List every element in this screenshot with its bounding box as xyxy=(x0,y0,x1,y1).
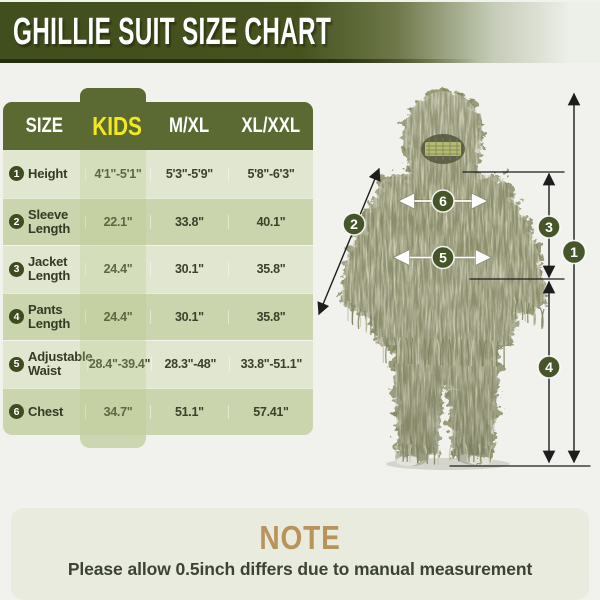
marker-circle-6: 6 xyxy=(431,189,455,213)
row-label: Sleeve Length xyxy=(28,206,71,236)
svg-text:1: 1 xyxy=(570,244,578,260)
cell-mxl: 5'3"-5'9" xyxy=(149,166,228,181)
marker-circle-3: 3 xyxy=(537,215,561,239)
cell-xlxxl: 40.1" xyxy=(227,214,313,229)
marker-circle-2: 2 xyxy=(342,212,366,236)
row-label-cell: 2 Sleeve Length xyxy=(3,206,85,236)
cell-kids: 34.7" xyxy=(85,404,150,419)
cell-kids: 28.4"-39.4" xyxy=(87,357,151,372)
row-label: Jacket Length xyxy=(28,254,71,284)
title-banner: GHILLIE SUIT SIZE CHART xyxy=(0,2,600,63)
note-panel: NOTE Please allow 0.5inch differs due to… xyxy=(11,508,589,600)
column-header-xlxxl: XL/XXL xyxy=(241,114,300,137)
page-title: GHILLIE SUIT SIZE CHART xyxy=(13,11,332,53)
ghillie-suit-figure: 2 6 5 3 1 4 xyxy=(317,91,591,470)
row-label: Height xyxy=(28,165,68,181)
row-number-badge: 6 xyxy=(9,404,24,420)
cell-xlxxl: 35.8" xyxy=(227,262,313,277)
cell-mxl: 51.1" xyxy=(149,404,228,419)
cell-xlxxl: 5'8"-6'3" xyxy=(227,166,313,181)
table-row: 2 Sleeve Length 22.1" 33.8" 40.1" xyxy=(3,197,313,245)
hood-face xyxy=(421,134,465,164)
measurement-markers: 2 6 5 3 1 4 xyxy=(342,189,587,379)
svg-text:4: 4 xyxy=(545,359,553,375)
svg-text:3: 3 xyxy=(545,219,553,235)
cell-mxl: 30.1" xyxy=(149,262,228,277)
row-number-badge: 3 xyxy=(9,261,24,277)
svg-text:2: 2 xyxy=(350,216,358,232)
note-text: Please allow 0.5inch differs due to manu… xyxy=(67,559,533,579)
cell-xlxxl: 33.8"-51.1" xyxy=(228,357,313,372)
marker-circle-4: 4 xyxy=(537,355,561,379)
svg-text:6: 6 xyxy=(439,193,447,209)
row-number-badge: 4 xyxy=(9,309,24,325)
cell-xlxxl: 35.8" xyxy=(227,309,313,324)
note-title: NOTE xyxy=(259,519,341,556)
cell-xlxxl: 57.41" xyxy=(227,404,313,419)
size-table: SIZE KIDS M/XL XL/XXL 1 Height 4'1"-5'1"… xyxy=(3,88,313,450)
ghillie-suit-photo xyxy=(342,91,546,470)
row-label-cell: 5 Adjustable Waist xyxy=(3,350,93,378)
row-label-cell: 3 Jacket Length xyxy=(3,255,85,283)
cell-kids: 24.4" xyxy=(85,262,150,277)
column-header-mxl: M/XL xyxy=(168,114,209,137)
row-number-badge: 2 xyxy=(9,214,24,230)
row-number-badge: 5 xyxy=(9,356,24,372)
table-row: 4 Pants Length 24.4" 30.1" 35.8" xyxy=(3,292,313,340)
table-header-row: SIZE KIDS M/XL XL/XXL xyxy=(3,102,313,150)
row-label-cell: 6 Chest xyxy=(3,403,85,420)
cell-kids: 4'1"-5'1" xyxy=(85,166,150,181)
measure-line-sleeve xyxy=(317,167,381,316)
table-row: 6 Chest 34.7" 51.1" 57.41" xyxy=(3,387,313,435)
row-label: Pants Length xyxy=(28,301,71,331)
row-label-cell: 1 Height xyxy=(3,165,85,182)
row-label: Chest xyxy=(28,403,64,419)
cell-kids: 22.1" xyxy=(85,214,150,229)
row-label-cell: 4 Pants Length xyxy=(3,301,85,331)
marker-circle-5: 5 xyxy=(431,245,455,270)
column-header-kids: KIDS xyxy=(92,110,143,141)
kids-column-tab-bottom xyxy=(80,435,146,448)
marker-circle-1: 1 xyxy=(561,239,587,265)
table-row: 5 Adjustable Waist 28.4"-39.4" 28.3"-48"… xyxy=(3,340,313,388)
table-body: 1 Height 4'1"-5'1" 5'3"-5'9" 5'8"-6'3" 2… xyxy=(3,150,313,435)
cell-mxl: 30.1" xyxy=(149,309,228,324)
table-row: 3 Jacket Length 24.4" 30.1" 35.8" xyxy=(3,245,313,293)
suit-fringe-strands xyxy=(347,296,545,466)
svg-text:5: 5 xyxy=(439,250,447,266)
cell-kids: 24.4" xyxy=(85,309,150,324)
column-header-size: SIZE xyxy=(25,114,63,137)
row-number-badge: 1 xyxy=(9,166,24,182)
cell-mxl: 28.3"-48" xyxy=(151,357,229,372)
row-label: Adjustable Waist xyxy=(28,349,93,379)
table-row: 1 Height 4'1"-5'1" 5'3"-5'9" 5'8"-6'3" xyxy=(3,150,313,198)
cell-mxl: 33.8" xyxy=(149,214,228,229)
